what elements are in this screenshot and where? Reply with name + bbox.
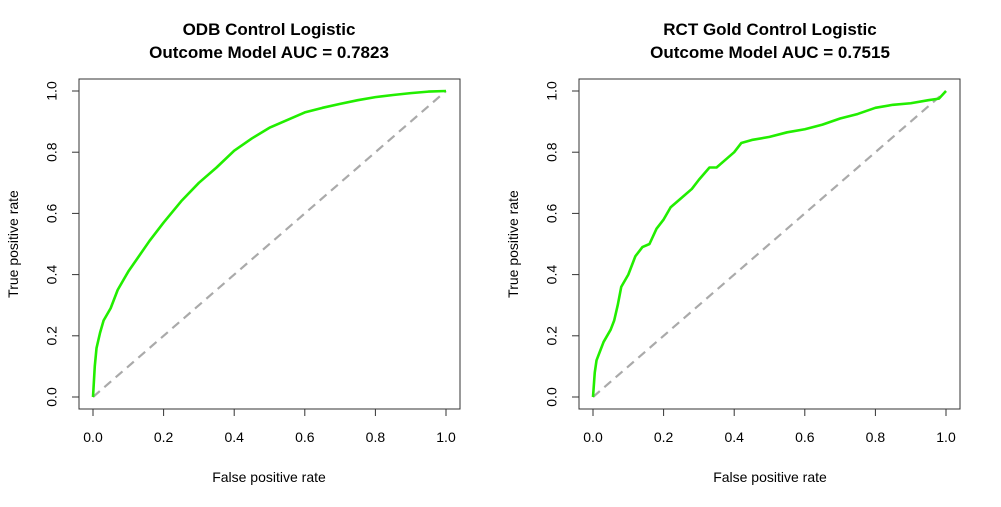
- y-tick-label: 0.0: [44, 387, 60, 407]
- y-tick-label: 0.8: [44, 142, 60, 162]
- roc-curve-line: [91, 89, 447, 398]
- x-axis-label: False positive rate: [212, 469, 326, 485]
- y-tick-label: 0.4: [44, 265, 60, 285]
- x-tick-label: 0.0: [83, 429, 103, 445]
- x-tick-label: 1.0: [936, 429, 956, 445]
- x-tick-label: 0.8: [366, 429, 386, 445]
- x-tick-label: 0.6: [295, 429, 315, 445]
- x-tick-label: 0.8: [866, 429, 886, 445]
- x-tick-label: 0.4: [224, 429, 244, 445]
- y-tick-label: 0.2: [544, 326, 560, 346]
- y-tick-label: 1.0: [44, 81, 60, 101]
- x-tick-label: 0.2: [154, 429, 174, 445]
- y-tick-label: 1.0: [544, 81, 560, 101]
- y-tick-label: 0.6: [44, 203, 60, 223]
- x-tick-label: 0.4: [724, 429, 744, 445]
- x-tick-label: 0.0: [583, 429, 603, 445]
- roc-panel-odb: ODB Control Logistic Outcome Model AUC =…: [5, 20, 461, 485]
- y-tick-label: 0.0: [544, 387, 560, 407]
- x-tick-label: 1.0: [436, 429, 456, 445]
- y-axis: 0.0 0.2 0.4 0.6 0.8 1.0: [44, 81, 79, 407]
- y-axis: 0.0 0.2 0.4 0.6 0.8 1.0: [544, 81, 579, 407]
- y-axis-label: True positive rate: [5, 190, 21, 298]
- series-layer: [91, 89, 447, 398]
- plot-frame: [578, 78, 961, 410]
- y-tick-label: 0.4: [544, 265, 560, 285]
- y-tick-label: 0.6: [544, 203, 560, 223]
- chart-subtitle: Outcome Model AUC = 0.7515: [650, 43, 890, 62]
- chart-subtitle: Outcome Model AUC = 0.7823: [149, 43, 389, 62]
- y-tick-label: 0.2: [44, 326, 60, 346]
- x-axis-label: False positive rate: [713, 469, 827, 485]
- chance-diagonal-line: [92, 90, 447, 398]
- series-layer: [591, 90, 947, 398]
- x-axis: 0.0 0.2 0.4 0.6 0.8 1.0: [583, 409, 956, 445]
- roc-curve-line: [591, 90, 947, 398]
- plot-frame: [78, 78, 461, 410]
- roc-panel-rct: RCT Gold Control Logistic Outcome Model …: [505, 20, 961, 485]
- x-tick-label: 0.6: [795, 429, 815, 445]
- chart-title: ODB Control Logistic: [183, 20, 356, 39]
- x-axis: 0.0 0.2 0.4 0.6 0.8 1.0: [83, 409, 456, 445]
- y-tick-label: 0.8: [544, 142, 560, 162]
- x-tick-label: 0.2: [654, 429, 674, 445]
- chance-diagonal-line: [592, 90, 947, 398]
- chart-title: RCT Gold Control Logistic: [663, 20, 876, 39]
- y-axis-label: True positive rate: [505, 190, 521, 298]
